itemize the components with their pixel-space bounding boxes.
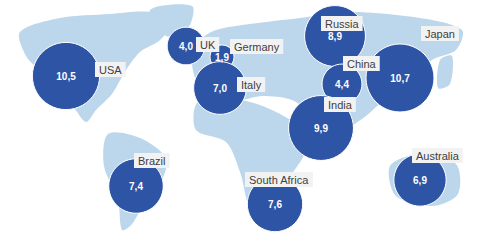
svg-text:10,7: 10,7 [390,73,410,84]
svg-text:4,0: 4,0 [179,41,193,52]
svg-text:China: China [347,58,377,70]
svg-text:7,6: 7,6 [268,199,282,210]
svg-text:USA: USA [99,64,122,76]
svg-text:1,9: 1,9 [215,52,229,63]
svg-text:Australia: Australia [416,150,460,162]
svg-text:7,4: 7,4 [129,181,143,192]
svg-text:UK: UK [200,39,216,51]
svg-text:6,9: 6,9 [413,175,427,186]
svg-text:South Africa: South Africa [249,174,309,186]
svg-text:7,0: 7,0 [213,83,227,94]
svg-text:10,5: 10,5 [56,71,76,82]
svg-text:Japan: Japan [425,28,455,40]
svg-text:Brazil: Brazil [138,155,166,167]
svg-text:Italy: Italy [241,79,262,91]
svg-text:India: India [328,99,353,111]
svg-text:9,9: 9,9 [314,123,328,134]
svg-text:8,9: 8,9 [328,31,342,42]
svg-text:Russia: Russia [325,18,360,30]
svg-text:Germany: Germany [234,41,280,53]
svg-text:4,4: 4,4 [335,79,349,90]
